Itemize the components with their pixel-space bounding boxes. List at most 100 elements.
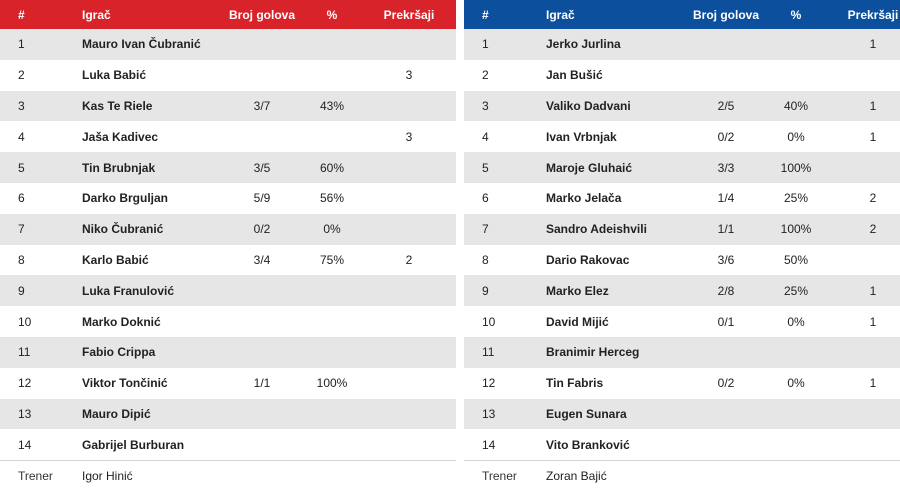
player-name: Marko Jelača [546,182,686,214]
coach-label: Trener [464,460,546,490]
player-row: 9 Luka Franulović [0,275,456,307]
player-percentage [302,429,362,461]
player-name: Ivan Vrbnjak [546,121,686,153]
player-name: Jan Bušić [546,59,686,91]
player-percentage [302,275,362,307]
player-row: 8 Dario Rakovac 3/6 50% [464,244,900,276]
player-number: 8 [0,244,82,276]
player-goals: 1/4 [686,182,766,214]
player-number: 6 [464,182,546,214]
player-goals [686,59,766,91]
player-percentage [302,121,362,153]
player-percentage [766,429,826,461]
player-row: 5 Maroje Gluhaić 3/3 100% [464,152,900,183]
player-row: 5 Tin Brubnjak 3/5 60% [0,152,456,183]
player-number: 3 [464,90,546,122]
player-name: Sandro Adeishvili [546,213,686,245]
player-goals: 3/7 [222,90,302,122]
player-fouls [826,244,900,276]
player-goals: 2/5 [686,90,766,122]
player-fouls: 3 [362,121,456,153]
player-number: 7 [464,213,546,245]
player-goals [222,121,302,153]
player-row: 1 Mauro Ivan Čubranić [0,29,456,60]
player-fouls: 3 [362,59,456,91]
player-fouls [362,275,456,307]
player-row: 6 Darko Brguljan 5/9 56% [0,182,456,214]
player-name: Maroje Gluhaić [546,152,686,183]
player-number: 4 [464,121,546,153]
player-row: 14 Gabrijel Burburan [0,429,456,461]
coach-row: Trener Igor Hinić [0,460,456,490]
player-number: 5 [464,152,546,183]
player-fouls: 1 [826,29,900,60]
player-goals: 1/1 [686,213,766,245]
player-fouls: 2 [362,244,456,276]
player-goals: 0/2 [686,121,766,153]
header-number: # [18,7,25,22]
player-name: Viktor Tončinić [82,367,222,399]
player-number: 10 [464,306,546,337]
player-fouls: 1 [826,90,900,122]
player-fouls [826,398,900,430]
player-row: 7 Sandro Adeishvili 1/1 100% 2 [464,213,900,245]
player-name: Luka Franulović [82,275,222,307]
player-percentage [302,306,362,337]
player-percentage [302,59,362,91]
table-header-row: # Igrač Broj golova % Prekršaji [464,0,900,29]
player-number: 9 [0,275,82,307]
player-goals [686,336,766,368]
player-name: Karlo Babić [82,244,222,276]
player-goals: 3/4 [222,244,302,276]
player-row: 10 David Mijić 0/1 0% 1 [464,306,900,337]
player-goals: 3/6 [686,244,766,276]
player-name: Marko Elez [546,275,686,307]
player-percentage [302,336,362,368]
player-number: 14 [464,429,546,461]
header-percentage: % [790,7,802,22]
player-name: Mauro Dipić [82,398,222,430]
player-fouls: 1 [826,367,900,399]
player-goals [222,59,302,91]
player-name: Valiko Dadvani [546,90,686,122]
player-fouls [362,29,456,60]
player-percentage [766,398,826,430]
player-percentage: 100% [766,213,826,245]
player-number: 2 [0,59,82,91]
player-name: Gabrijel Burburan [82,429,222,461]
player-name: Branimir Herceg [546,336,686,368]
player-row: 14 Vito Branković [464,429,900,461]
player-fouls [362,367,456,399]
player-fouls [362,213,456,245]
player-fouls [362,336,456,368]
player-fouls [362,429,456,461]
player-row: 4 Ivan Vrbnjak 0/2 0% 1 [464,121,900,153]
player-number: 4 [0,121,82,153]
player-goals [222,306,302,337]
player-name: David Mijić [546,306,686,337]
player-goals [222,275,302,307]
player-number: 13 [0,398,82,430]
player-row: 3 Valiko Dadvani 2/5 40% 1 [464,90,900,122]
player-fouls: 1 [826,121,900,153]
player-name: Tin Brubnjak [82,152,222,183]
player-fouls [362,398,456,430]
header-percentage: % [326,7,338,22]
player-goals [222,29,302,60]
player-row: 2 Jan Bušić [464,59,900,91]
player-fouls [362,90,456,122]
player-percentage: 25% [766,182,826,214]
player-fouls: 2 [826,182,900,214]
player-percentage: 40% [766,90,826,122]
player-percentage [766,336,826,368]
player-number: 9 [464,275,546,307]
coach-row: Trener Zoran Bajić [464,460,900,490]
player-row: 11 Branimir Herceg [464,336,900,368]
player-number: 11 [0,336,82,368]
player-fouls [362,182,456,214]
header-fouls: Prekršaji [847,7,899,22]
player-name: Niko Čubranić [82,213,222,245]
player-name: Marko Doknić [82,306,222,337]
player-fouls: 1 [826,275,900,307]
coach-name: Zoran Bajić [546,460,900,490]
